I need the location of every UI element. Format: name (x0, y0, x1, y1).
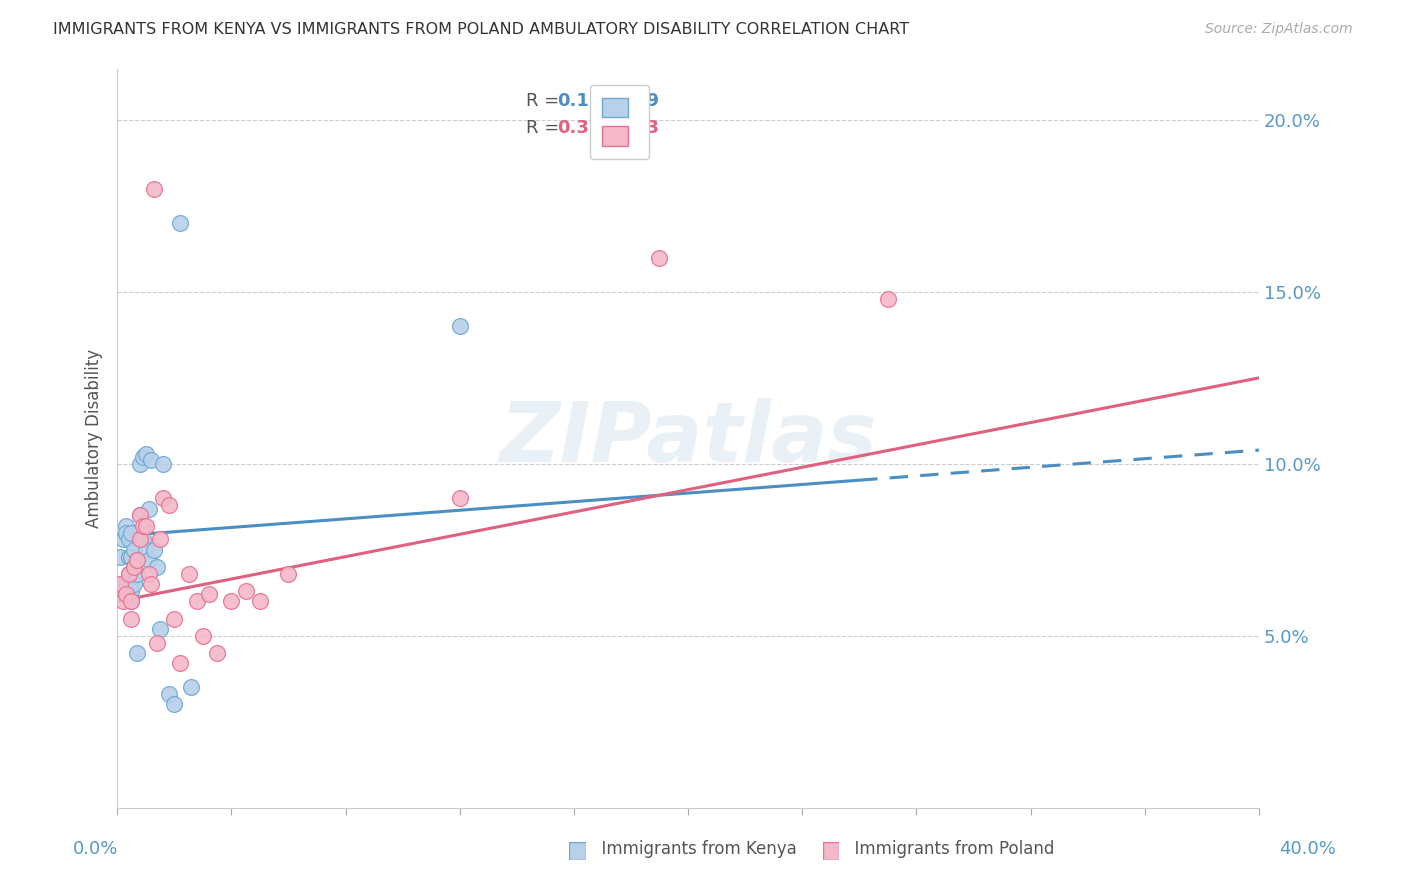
Point (221, 594, 243, 608)
Point (120, 594, 142, 608)
Point (120, 611, 142, 625)
Point (117, 566, 139, 581)
Point (876, 292, 898, 306)
Point (108, 577, 131, 591)
Point (129, 508, 152, 523)
Point (129, 457, 152, 471)
Text: Immigrants from Poland: Immigrants from Poland (844, 840, 1054, 858)
Point (249, 594, 271, 608)
Point (124, 542, 146, 557)
Point (152, 457, 174, 471)
Text: 33: 33 (634, 119, 659, 136)
Point (132, 450, 155, 464)
Text: 0.385: 0.385 (557, 119, 614, 136)
Point (449, 491, 471, 506)
Point (157, 498, 180, 512)
Point (149, 533, 172, 547)
Point (169, 657, 191, 671)
Text: N =: N = (596, 92, 648, 110)
Point (648, 251, 671, 265)
Point (177, 566, 200, 581)
Point (135, 446, 157, 460)
Point (120, 594, 142, 608)
Point (180, 681, 202, 695)
Point (186, 594, 208, 608)
Text: IMMIGRANTS FROM KENYA VS IMMIGRANTS FROM POLAND AMBULATORY DISABILITY CORRELATIO: IMMIGRANTS FROM KENYA VS IMMIGRANTS FROM… (53, 22, 910, 37)
Point (205, 646, 228, 660)
Point (132, 518, 155, 533)
Text: 0.0%: 0.0% (73, 840, 118, 858)
Text: R =: R = (526, 119, 565, 136)
Point (163, 611, 186, 625)
Point (169, 216, 191, 230)
Text: R =: R = (526, 92, 565, 110)
Point (114, 587, 136, 601)
Point (138, 501, 160, 516)
Point (117, 577, 139, 591)
Point (277, 566, 299, 581)
Point (111, 577, 134, 591)
Point (114, 525, 136, 540)
Text: Source: ZipAtlas.com: Source: ZipAtlas.com (1205, 22, 1353, 37)
Point (120, 584, 142, 599)
Point (127, 566, 149, 581)
Text: 39: 39 (634, 92, 659, 110)
Point (141, 453, 163, 467)
Point (127, 553, 149, 567)
Y-axis label: Ambulatory Disability: Ambulatory Disability (86, 349, 103, 528)
Point (124, 560, 146, 574)
Point (114, 518, 136, 533)
Point (127, 553, 149, 567)
Point (449, 319, 471, 334)
Point (120, 549, 142, 564)
Point (146, 560, 169, 574)
Point (117, 533, 139, 547)
Point (141, 577, 163, 591)
Point (111, 533, 134, 547)
Text: Immigrants from Kenya: Immigrants from Kenya (591, 840, 796, 858)
Point (163, 698, 186, 712)
Point (114, 577, 136, 591)
Point (149, 622, 172, 636)
Point (132, 533, 155, 547)
Point (127, 646, 149, 660)
Point (120, 577, 142, 591)
Point (235, 584, 257, 599)
Point (191, 629, 214, 643)
Point (197, 587, 219, 601)
Point (135, 518, 157, 533)
Point (117, 549, 139, 564)
Point (146, 635, 169, 649)
Point (138, 566, 160, 581)
Point (117, 566, 139, 581)
Text: N =: N = (596, 119, 648, 136)
Point (143, 182, 166, 196)
Point (129, 533, 152, 547)
Legend: , : , (589, 85, 650, 159)
Point (157, 687, 180, 701)
Point (111, 594, 134, 608)
Point (108, 549, 131, 564)
Point (124, 560, 146, 574)
Point (120, 525, 142, 540)
Point (124, 577, 146, 591)
Point (152, 491, 174, 506)
Text: ZIPatlas: ZIPatlas (499, 398, 877, 479)
Text: 40.0%: 40.0% (1279, 840, 1336, 858)
Point (135, 542, 157, 557)
Text: 0.162: 0.162 (557, 92, 613, 110)
Point (143, 542, 166, 557)
Point (138, 553, 160, 567)
Point (129, 508, 152, 523)
